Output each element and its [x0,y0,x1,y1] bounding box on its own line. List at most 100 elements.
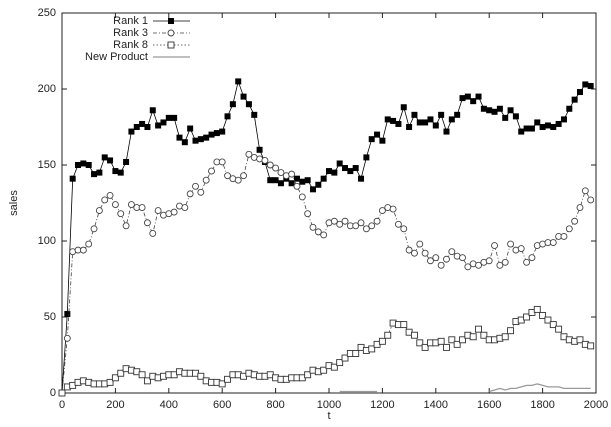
marker [143,377,151,385]
marker [336,359,344,367]
marker [235,78,242,85]
marker [362,225,370,233]
marker [336,160,343,167]
legend-marker [168,18,174,24]
marker [512,113,519,120]
marker [117,369,125,377]
marker [144,124,151,130]
marker [405,246,413,254]
marker [560,232,568,240]
marker [187,125,194,132]
marker [448,336,456,344]
x-tick-label: 1000 [317,399,341,411]
marker [107,157,114,164]
marker [85,162,92,168]
marker [368,222,376,230]
marker [390,117,397,124]
marker [496,261,504,269]
marker [309,186,316,193]
marker [416,119,423,126]
marker [544,316,552,324]
marker [208,167,215,175]
legend-marker [167,29,175,37]
marker [400,225,408,233]
marker [347,168,354,175]
series-line [61,79,591,394]
marker [63,334,71,342]
legend-label: Rank 3 [113,27,148,39]
marker [486,107,493,114]
marker [507,240,515,248]
marker [549,239,557,246]
marker [240,93,247,100]
marker [90,225,98,233]
marker [416,339,424,347]
marker [576,204,584,212]
x-tick-label: 600 [213,399,231,411]
marker [304,371,312,379]
marker [475,325,482,333]
marker [464,93,471,100]
marker [80,160,87,167]
marker [411,111,418,118]
marker [155,122,162,129]
marker [64,310,71,317]
y-tick-label: 50 [44,311,56,323]
marker [160,119,167,126]
marker [218,158,226,166]
legend-label: Rank 8 [113,39,148,51]
x-tick-label: 400 [160,399,178,411]
marker [85,240,93,248]
marker [368,345,376,353]
marker [229,101,236,108]
marker [475,261,482,269]
marker [186,190,194,198]
marker [550,124,557,130]
series-line [339,383,591,393]
marker [378,337,386,345]
plot-frame [61,12,597,394]
marker [523,313,531,321]
marker [560,116,567,123]
marker [491,242,498,250]
marker [299,178,306,185]
marker [96,169,103,176]
marker [427,257,434,265]
marker [410,249,418,257]
marker [213,130,220,137]
x-tick-label: 1600 [477,399,501,411]
marker [400,104,407,111]
marker [138,371,146,379]
marker [432,122,439,129]
marker [438,111,445,118]
marker [368,136,375,143]
x-axis-label: t [327,410,330,422]
marker [192,137,199,144]
x-tick-label: 200 [106,399,124,411]
marker [480,105,487,112]
marker [373,217,381,225]
marker [534,119,541,126]
marker [342,165,349,172]
marker [459,336,466,344]
marker [352,222,360,230]
series-line [61,153,592,394]
marker [314,228,322,236]
marker [422,119,429,126]
marker [298,193,306,201]
marker [165,114,172,121]
marker [501,333,509,341]
marker [197,372,205,380]
y-tick-label: 0 [50,387,56,399]
marker [453,340,461,348]
marker [330,217,338,225]
marker [406,124,413,130]
marker [75,162,82,168]
legend-marker [167,41,175,49]
marker [154,207,162,215]
marker [571,96,578,103]
marker [267,177,274,184]
marker [171,114,178,121]
marker [336,220,344,228]
